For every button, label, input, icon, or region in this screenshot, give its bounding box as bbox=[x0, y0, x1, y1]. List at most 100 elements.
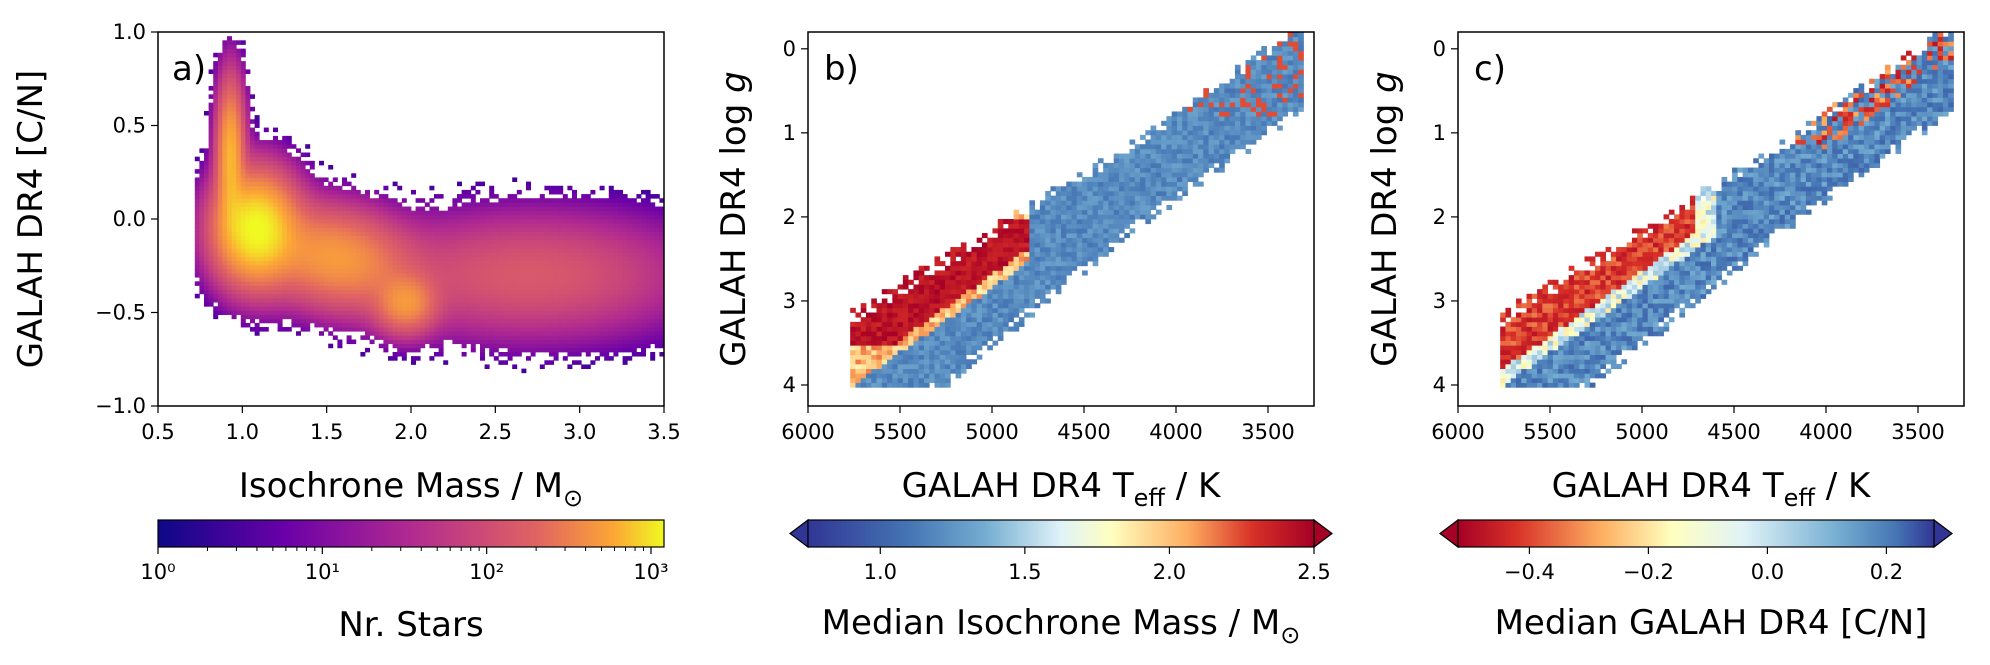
heatmap-cell bbox=[378, 198, 384, 203]
heatmap-cell bbox=[397, 227, 403, 232]
heatmap-cell bbox=[332, 198, 338, 203]
heatmap-cell bbox=[204, 256, 209, 261]
heatmap-cell bbox=[613, 293, 619, 299]
heatmap-cell bbox=[250, 231, 255, 237]
heatmap-cell bbox=[544, 302, 550, 307]
heatmap-cell bbox=[319, 260, 324, 266]
heatmap-cell bbox=[530, 198, 536, 203]
heatmap-cell bbox=[1008, 284, 1014, 290]
heatmap-cell bbox=[641, 256, 646, 261]
heatmap-cell bbox=[860, 377, 867, 384]
heatmap-cell bbox=[337, 198, 343, 203]
heatmap-cell bbox=[378, 306, 384, 311]
heatmap-cell bbox=[277, 160, 283, 166]
heatmap-cell bbox=[650, 310, 656, 315]
heatmap-cell bbox=[466, 256, 472, 261]
heatmap-cell bbox=[388, 260, 393, 266]
heatmap-cell bbox=[259, 248, 265, 253]
heatmap-cell bbox=[245, 119, 251, 124]
heatmap-cell bbox=[245, 223, 251, 228]
heatmap-cell bbox=[913, 335, 920, 341]
heatmap-cell bbox=[934, 368, 941, 374]
heatmap-cell bbox=[222, 214, 228, 220]
heatmap-cell bbox=[245, 140, 251, 145]
heatmap-cell bbox=[245, 189, 251, 195]
heatmap-cell bbox=[360, 214, 366, 220]
heatmap-cell bbox=[484, 293, 490, 299]
heatmap-cell bbox=[945, 293, 951, 299]
heatmap-cell bbox=[457, 260, 462, 266]
heatmap-cell bbox=[204, 302, 209, 307]
heatmap-cell bbox=[881, 312, 888, 318]
heatmap-cell bbox=[549, 202, 554, 207]
heatmap-cell bbox=[590, 260, 596, 266]
heatmap-cell bbox=[493, 248, 499, 253]
heatmap-cell bbox=[613, 248, 619, 253]
heatmap-cell bbox=[199, 239, 205, 245]
heatmap-cell bbox=[1003, 317, 1009, 323]
heatmap-cell bbox=[392, 248, 398, 253]
heatmap-cell bbox=[254, 202, 260, 207]
heatmap-cell bbox=[374, 327, 380, 332]
heatmap-cell bbox=[296, 314, 301, 320]
heatmap-cell bbox=[277, 273, 283, 278]
heatmap-cell bbox=[355, 281, 361, 286]
heatmap-cell bbox=[503, 260, 508, 266]
heatmap-cell bbox=[328, 239, 334, 245]
heatmap-cell bbox=[342, 235, 347, 241]
heatmap-cell bbox=[236, 135, 242, 141]
heatmap-cell bbox=[466, 206, 472, 212]
heatmap-cell bbox=[383, 335, 389, 340]
heatmap-cell bbox=[622, 273, 628, 278]
heatmap-cell bbox=[208, 198, 214, 203]
heatmap-cell bbox=[544, 289, 550, 295]
heatmap-cell bbox=[627, 223, 633, 228]
heatmap-cell bbox=[420, 260, 426, 266]
heatmap-cell bbox=[521, 273, 527, 278]
heatmap-cell bbox=[383, 198, 389, 203]
heatmap-cell bbox=[227, 189, 232, 195]
heatmap-cell bbox=[286, 177, 292, 182]
heatmap-cell bbox=[254, 210, 260, 216]
heatmap-cell bbox=[590, 339, 596, 345]
heatmap-cell bbox=[608, 322, 614, 328]
heatmap-cell bbox=[397, 343, 403, 349]
heatmap-cell bbox=[493, 252, 499, 257]
heatmap-cell bbox=[484, 322, 490, 328]
heatmap-cell bbox=[645, 314, 651, 320]
heatmap-cell bbox=[282, 169, 288, 174]
heatmap-cell bbox=[388, 202, 393, 207]
heatmap-cell bbox=[250, 169, 255, 174]
heatmap-cell bbox=[613, 252, 619, 257]
heatmap-cell bbox=[923, 368, 930, 374]
heatmap-cell bbox=[613, 214, 619, 220]
heatmap-cell bbox=[618, 335, 623, 340]
heatmap-cell bbox=[622, 202, 628, 207]
heatmap-cell bbox=[971, 317, 978, 323]
heatmap-cell bbox=[498, 243, 504, 249]
heatmap-cell bbox=[595, 289, 600, 295]
heatmap-cell bbox=[539, 256, 545, 261]
heatmap-cell bbox=[939, 289, 946, 295]
heatmap-cell bbox=[277, 219, 283, 224]
heatmap-cell bbox=[480, 239, 485, 245]
heatmap-cell bbox=[1018, 247, 1025, 253]
heatmap-cell bbox=[227, 110, 232, 116]
heatmap-cell bbox=[213, 181, 219, 187]
heatmap-cell bbox=[291, 302, 297, 307]
heatmap-cell bbox=[447, 273, 453, 278]
heatmap-cell bbox=[438, 331, 444, 336]
heatmap-cell bbox=[374, 239, 380, 245]
heatmap-cell bbox=[374, 335, 380, 340]
heatmap-cell bbox=[296, 268, 301, 274]
heatmap-cell bbox=[457, 219, 462, 224]
heatmap-cell bbox=[981, 340, 988, 346]
heatmap-cell bbox=[259, 310, 265, 315]
heatmap-cell bbox=[245, 127, 251, 133]
heatmap-cell bbox=[590, 327, 596, 332]
heatmap-cell bbox=[645, 219, 651, 224]
heatmap-cell bbox=[535, 231, 541, 237]
heatmap-cell bbox=[378, 273, 384, 278]
heatmap-cell bbox=[231, 289, 237, 295]
heatmap-cell bbox=[314, 235, 320, 241]
